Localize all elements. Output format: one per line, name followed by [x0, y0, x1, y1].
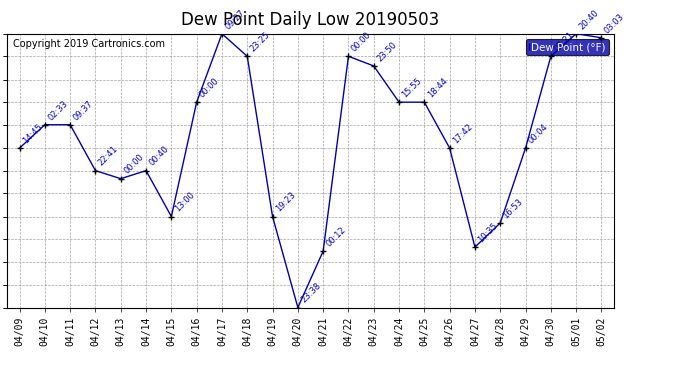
Text: 00:00: 00:00: [198, 76, 221, 99]
Text: 13:00: 13:00: [172, 190, 196, 214]
Text: 09:27: 09:27: [224, 8, 246, 31]
Text: 20:40: 20:40: [578, 8, 601, 31]
Text: 03:03: 03:03: [603, 12, 626, 35]
Text: 16:53: 16:53: [502, 197, 525, 220]
Text: 23:38: 23:38: [299, 281, 323, 305]
Text: 10:35: 10:35: [476, 221, 500, 245]
Text: 00:00: 00:00: [122, 153, 146, 176]
Text: 19:23: 19:23: [274, 190, 297, 214]
Text: 00:00: 00:00: [350, 30, 373, 54]
Text: 07:21: 07:21: [552, 30, 575, 54]
Text: 00:04: 00:04: [527, 122, 550, 145]
Text: 09:37: 09:37: [72, 99, 95, 122]
Text: Copyright 2019 Cartronics.com: Copyright 2019 Cartronics.com: [13, 39, 165, 49]
Text: 14:45: 14:45: [21, 122, 44, 145]
Text: 23:25: 23:25: [248, 30, 272, 54]
Text: Dew Point Daily Low 20190503: Dew Point Daily Low 20190503: [181, 11, 440, 29]
Text: 18:44: 18:44: [426, 76, 449, 99]
Text: 00:12: 00:12: [324, 225, 348, 248]
Text: 02:33: 02:33: [46, 99, 70, 122]
Legend: Dew Point (°F): Dew Point (°F): [526, 39, 609, 55]
Text: 17:42: 17:42: [451, 122, 474, 145]
Text: 23:50: 23:50: [375, 40, 398, 63]
Text: 00:40: 00:40: [148, 145, 170, 168]
Text: 22:41: 22:41: [97, 145, 120, 168]
Text: 15:55: 15:55: [400, 76, 424, 99]
